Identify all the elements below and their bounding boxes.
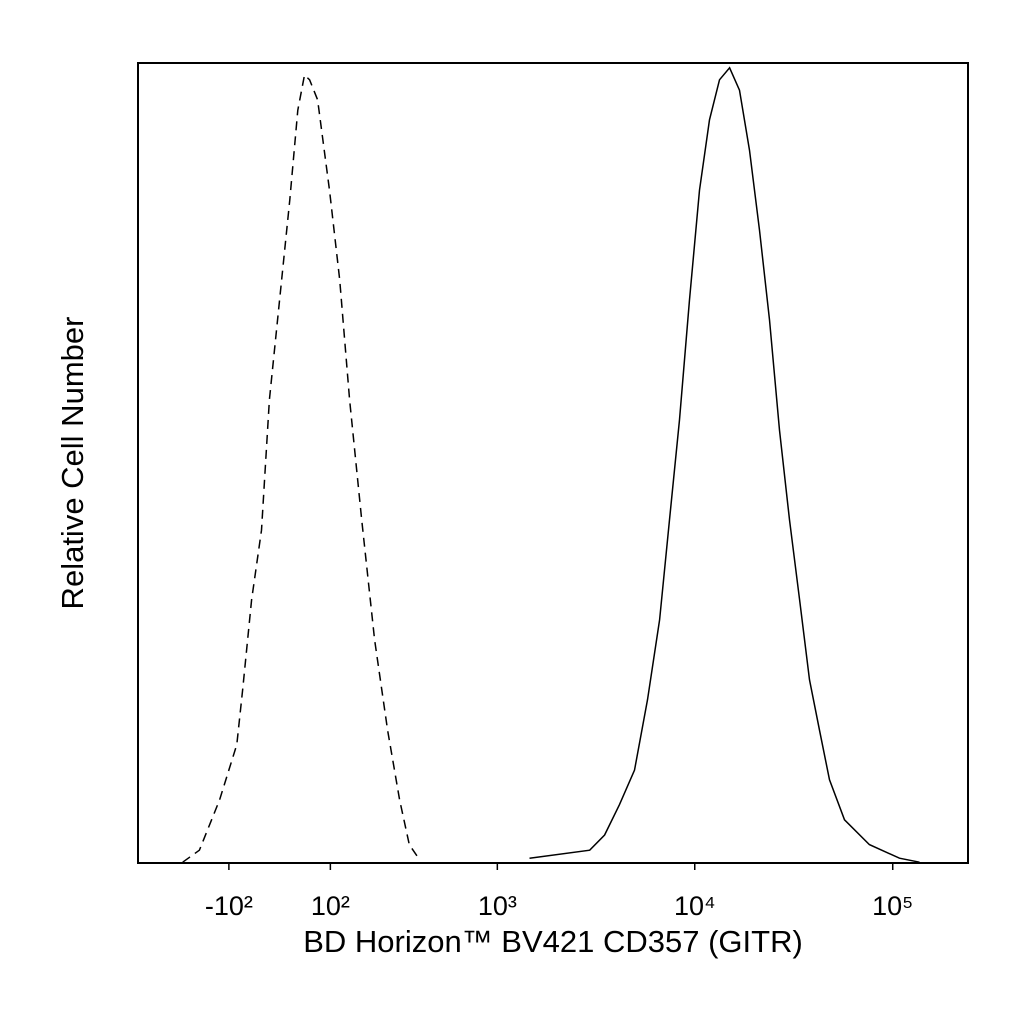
x-axis-label: BD Horizon™ BV421 CD357 (GITR) xyxy=(303,924,803,959)
plot-frame xyxy=(137,62,969,864)
x-tick-label: 10² xyxy=(311,891,350,921)
x-tick-label: 10⁴ xyxy=(674,891,716,921)
x-tick-label: 10⁵ xyxy=(872,891,913,921)
x-tick-label: 10³ xyxy=(478,891,517,921)
histogram-line xyxy=(529,66,920,863)
histogram-line xyxy=(182,73,421,863)
x-tick-label: -10² xyxy=(205,891,253,921)
y-axis-label: Relative Cell Number xyxy=(55,317,90,610)
